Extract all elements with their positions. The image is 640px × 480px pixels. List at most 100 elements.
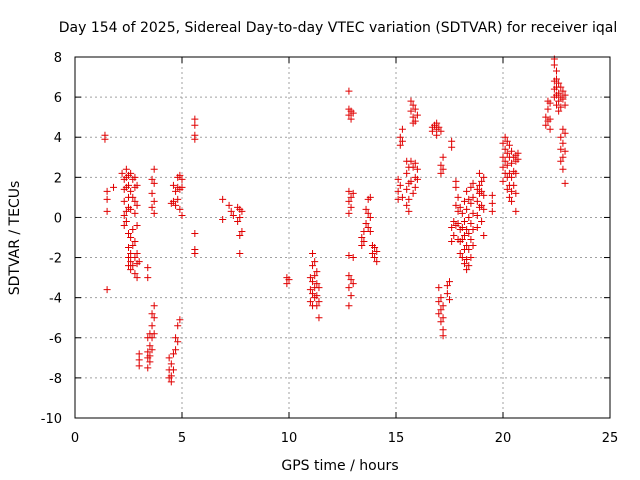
data-point: [508, 197, 516, 205]
data-point: [480, 205, 488, 213]
grid-lines: [75, 57, 610, 418]
data-point: [148, 334, 156, 342]
data-point: [542, 121, 550, 129]
data-point: [437, 161, 445, 169]
data-point: [178, 211, 186, 219]
data-point: [559, 95, 567, 103]
data-point: [125, 181, 132, 189]
data-point: [501, 145, 509, 153]
data-point: [358, 234, 366, 241]
data-point: [407, 177, 415, 185]
data-point: [435, 123, 443, 131]
data-point: [403, 169, 411, 177]
x-tick-label: 10: [281, 431, 298, 446]
data-point: [469, 242, 477, 250]
data-point: [347, 193, 355, 201]
data-point: [555, 97, 563, 105]
data-point: [394, 187, 402, 195]
data-point: [512, 207, 520, 215]
data-point: [172, 334, 180, 342]
data-point: [345, 87, 353, 95]
data-point: [347, 276, 355, 284]
data-point: [478, 201, 486, 209]
data-point: [133, 201, 141, 209]
data-point: [559, 87, 567, 95]
data-point: [368, 250, 376, 258]
data-point: [131, 173, 139, 181]
data-point: [146, 352, 154, 360]
data-point: [127, 234, 135, 241]
y-tick-label: -8: [49, 372, 62, 387]
data-point: [191, 121, 199, 129]
data-point: [413, 165, 421, 173]
data-point: [435, 298, 443, 306]
data-point: [409, 113, 417, 121]
data-point: [396, 181, 404, 189]
data-point: [510, 181, 518, 189]
data-point: [559, 153, 567, 161]
data-point: [358, 242, 366, 250]
data-point: [407, 157, 415, 165]
x-tick-label: 5: [178, 431, 186, 446]
data-point: [555, 79, 563, 87]
data-point: [313, 292, 321, 300]
data-point: [437, 318, 445, 326]
data-point: [125, 229, 132, 237]
data-point: [349, 280, 357, 288]
data-point: [364, 209, 372, 217]
data-point: [120, 211, 128, 219]
data-point: [473, 223, 481, 231]
data-point: [122, 217, 130, 225]
data-point: [460, 231, 468, 239]
data-point: [448, 137, 456, 145]
data-point: [313, 302, 321, 310]
data-point: [396, 141, 404, 149]
y-tick-label: 0: [54, 211, 62, 226]
data-point: [561, 147, 569, 155]
data-point: [463, 205, 471, 213]
data-point: [148, 189, 156, 197]
data-point: [360, 227, 368, 235]
data-point: [559, 165, 567, 173]
data-point: [413, 175, 421, 183]
data-point: [315, 298, 323, 306]
data-point: [172, 187, 180, 195]
data-point: [480, 191, 488, 199]
data-point: [148, 175, 156, 183]
data-point: [439, 314, 447, 322]
data-point: [345, 272, 353, 280]
data-point: [407, 107, 415, 115]
x-tick-label: 25: [602, 431, 619, 446]
data-point: [452, 201, 460, 209]
data-point: [446, 278, 453, 286]
data-point: [373, 248, 381, 256]
data-point: [394, 175, 402, 183]
data-point: [146, 342, 154, 350]
data-point: [411, 105, 419, 113]
data-point: [508, 159, 516, 167]
data-point: [561, 101, 569, 109]
y-axis-label: SDTVAR / TECUs: [7, 181, 23, 296]
data-point: [499, 139, 507, 147]
data-point: [469, 193, 477, 201]
data-point: [557, 83, 565, 91]
data-point: [475, 169, 483, 177]
data-point: [463, 242, 471, 250]
data-point: [172, 201, 180, 209]
data-point: [169, 350, 177, 358]
data-point: [501, 133, 509, 141]
data-point: [428, 127, 436, 135]
data-point: [454, 219, 462, 227]
data-point: [131, 238, 139, 246]
data-point: [454, 193, 462, 201]
data-point: [103, 286, 111, 294]
data-point: [345, 209, 353, 217]
data-point: [413, 111, 421, 119]
data-point: [135, 362, 143, 370]
data-point: [463, 225, 471, 233]
data-point: [557, 157, 565, 165]
data-point: [236, 231, 244, 239]
data-point: [169, 366, 177, 374]
data-point: [465, 229, 473, 237]
data-point: [133, 181, 141, 189]
